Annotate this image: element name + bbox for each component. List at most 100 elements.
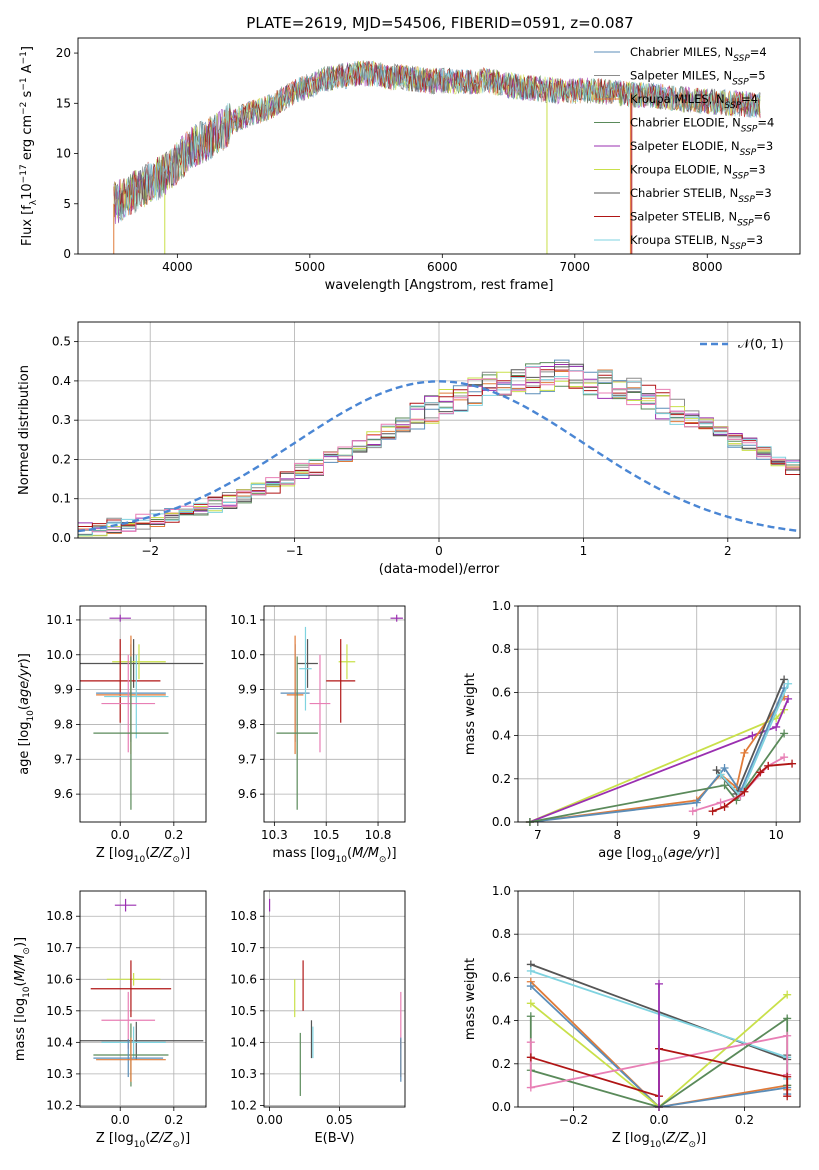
axes-frame — [263, 890, 406, 1108]
x-tick-label: 1 — [580, 544, 588, 558]
label-part: age/yr — [17, 662, 32, 705]
y-tick-label: 0 — [63, 247, 71, 261]
weight-point-marker — [720, 764, 729, 772]
weight-point-marker — [526, 982, 535, 991]
figure-title: PLATE=2619, MJD=54506, FIBERID=0591, z=0… — [246, 14, 633, 32]
x-tick-label: 7 — [534, 828, 542, 842]
label-part: =4 — [750, 45, 767, 59]
label-part: )] — [17, 653, 32, 663]
axes-frame — [263, 605, 406, 823]
weight-point-marker — [526, 1053, 535, 1062]
label-part: =3 — [749, 163, 766, 177]
y-tick-label: 10.6 — [46, 972, 73, 986]
x-tick-label: 10.5 — [313, 828, 340, 842]
label-part: =3 — [746, 233, 763, 247]
label-part: SSP — [732, 172, 749, 182]
mass-vs-ebv-panel: 0.00 0.05 10.2 10.3 10.4 10.5 10.6 10.7 10.8 E(B-… — [230, 890, 406, 1146]
weight-series-line — [530, 994, 788, 1107]
y-tick-label: 10.4 — [46, 1035, 73, 1049]
label-part: Salpeter MILES, N — [630, 69, 732, 83]
y-tick-label: 10.2 — [230, 1098, 257, 1112]
residuals-panel: −2 −1 0 1 2 0.0 0.1 0.2 0.3 0.4 0.5 (data-model)/er… — [17, 321, 801, 577]
y-tick-label: 0.5 — [52, 335, 71, 349]
label-part: M/M — [13, 955, 28, 982]
label-part: SSP — [725, 101, 742, 111]
legend-label: Kroupa ELODIE, NSSP=3 — [630, 163, 766, 182]
label-part: SSP — [738, 195, 755, 205]
y-axis-label: mass weight — [463, 958, 478, 1040]
weight-point-marker — [526, 966, 535, 975]
x-tick-label: 10.3 — [261, 828, 288, 842]
spectrum-panel: 4000 5000 6000 7000 8000 0 5 10 15 20 wavelength [… — [19, 37, 801, 293]
label-part: 10 — [651, 855, 663, 865]
x-tick-label: 0 — [435, 544, 443, 558]
weight-point-marker — [526, 1038, 535, 1047]
x-tick-label: 10.8 — [365, 828, 392, 842]
y-tick-label: 0.4 — [492, 1014, 511, 1028]
label-part: −1 — [19, 77, 29, 90]
y-tick-label: 9.7 — [54, 752, 73, 766]
y-tick-label: 9.6 — [54, 787, 73, 801]
y-tick-label: 0.4 — [52, 374, 71, 388]
weight-point-marker — [772, 722, 781, 731]
label-part: Z/Z — [665, 1131, 689, 1146]
label-part: Z [log — [612, 1131, 650, 1146]
label-part: Z [log — [96, 846, 134, 861]
label-part: ⊙ — [22, 947, 32, 955]
label-part: ( — [145, 846, 150, 861]
y-tick-label: 9.9 — [54, 683, 73, 697]
legend-label: Salpeter ELODIE, NSSP=3 — [630, 139, 773, 158]
y-tick-label: 10.5 — [46, 1004, 73, 1018]
y-tick-label: 0.3 — [52, 413, 71, 427]
normal-curve — [78, 380, 800, 533]
x-axis-label: Z [log10(Z/Z⊙)] — [96, 846, 190, 865]
y-tick-label: 10.8 — [230, 909, 257, 923]
y-tick-label: 0.2 — [492, 772, 511, 786]
x-axis-label: E(B-V) — [314, 1131, 354, 1146]
age-vs-metallicity-panel: 0.0 0.29.69.79.89.910.010.1Z [log10(Z/Z⊙)… — [17, 605, 207, 865]
x-tick-label: 0.05 — [326, 1113, 353, 1127]
y-tick-label: 10.7 — [46, 941, 73, 955]
y-tick-label: 10.3 — [46, 1067, 73, 1081]
weight-point-marker — [688, 807, 697, 816]
label-part: ( — [347, 846, 352, 861]
weight-point-marker — [756, 768, 765, 777]
y-tick-label: 10.6 — [230, 972, 257, 986]
mass-vs-metallicity-panel: 0.0 0.2 10.2 10.3 10.4 10.5 10.6 10.7 10.8 Z [log… — [13, 890, 207, 1150]
label-part: age [log — [598, 846, 651, 861]
weight-point-marker — [712, 766, 721, 775]
legend-label: Salpeter STELIB, NSSP=6 — [630, 210, 771, 229]
label-part: ⊙ — [688, 1140, 696, 1150]
x-tick-label: 10 — [769, 828, 784, 842]
weight-point-marker — [692, 798, 701, 807]
y-tick-label: 15 — [56, 96, 71, 110]
label-part: 10 — [26, 710, 36, 722]
label-part: =4 — [741, 92, 758, 106]
y-tick-label: 9.9 — [238, 683, 257, 697]
label-part: −17 — [19, 164, 29, 183]
label-part: Chabrier STELIB, N — [630, 186, 738, 200]
x-tick-label: 0.00 — [256, 1113, 283, 1127]
weight-point-marker — [783, 1072, 792, 1081]
label-part: ( — [145, 1131, 150, 1146]
weight-point-marker — [764, 761, 773, 770]
label-part: ( — [17, 705, 32, 710]
label-part: 10 — [134, 1140, 146, 1150]
x-axis-label: mass [log10(M/M⊙)] — [272, 846, 396, 865]
y-axis-label: mass [log10(M/M⊙)] — [13, 937, 32, 1061]
x-axis-label: age [log10(age/yr)] — [598, 846, 720, 865]
label-part: )] — [13, 937, 28, 947]
label-part: =4 — [757, 116, 774, 130]
y-tick-label: 0.6 — [492, 970, 511, 984]
weight-point-marker — [720, 802, 729, 811]
y-tick-label: 0.0 — [52, 531, 71, 545]
y-axis-label: Flux [fλ10−17 erg cm−2 s−1 A−1] — [19, 46, 39, 246]
x-tick-label: 0.2 — [164, 828, 183, 842]
x-tick-label: −1 — [286, 544, 304, 558]
label-part: Salpeter ELODIE, N — [630, 139, 740, 153]
label-part: A — [20, 64, 35, 77]
y-axis-label: age [log10(age/yr)] — [17, 653, 36, 775]
label-part: SSP — [740, 148, 757, 158]
label-part: Flux [f — [20, 205, 35, 246]
weight-point-marker — [788, 759, 797, 768]
